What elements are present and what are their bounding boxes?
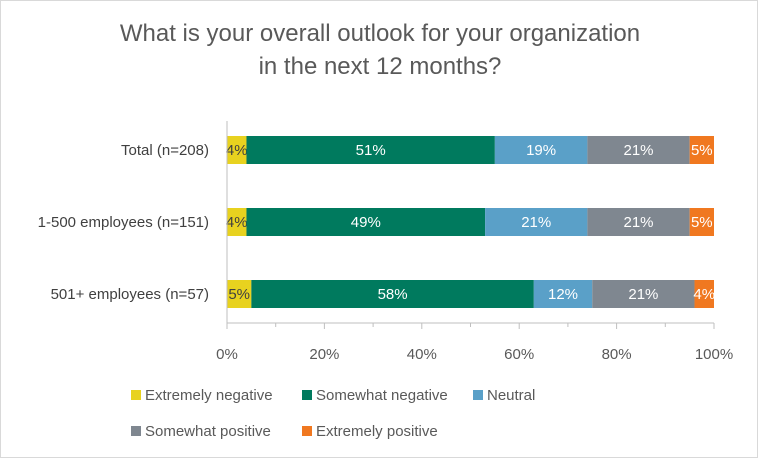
x-tick-label-5: 80%	[602, 346, 632, 363]
legend-swatch-extremely-positive	[302, 426, 312, 436]
legend-swatch-neutral	[473, 390, 483, 400]
bar-segment-neutral-1	[494, 136, 588, 164]
data-label-extremely-positive-1: 5%	[691, 142, 713, 159]
category-label-1: Total (n=208)	[121, 142, 209, 159]
bar-segment-extremely-positive-3	[694, 280, 714, 308]
x-tick-label-3: 40%	[407, 346, 437, 363]
bar-segment-somewhat-positive-1	[587, 136, 690, 164]
data-label-somewhat-positive-1: 21%	[623, 142, 653, 159]
data-label-somewhat-negative-1: 51%	[356, 142, 386, 159]
bar-segment-somewhat-negative-3	[251, 280, 534, 308]
chart-title: What is your overall outlook for your or…	[119, 20, 641, 80]
bar-segment-somewhat-negative-1	[246, 136, 495, 164]
x-tick-label-6: 100%	[695, 346, 733, 363]
legend-swatch-somewhat-positive	[131, 426, 141, 436]
data-label-somewhat-positive-3: 21%	[628, 286, 658, 303]
data-label-extremely-negative-2: 4%	[226, 214, 248, 231]
legend-swatch-extremely-negative	[131, 390, 141, 400]
data-label-extremely-positive-2: 5%	[691, 214, 713, 231]
legend-swatch-somewhat-negative	[302, 390, 312, 400]
legend-label-neutral: Neutral	[487, 387, 535, 404]
data-label-extremely-negative-3: 5%	[228, 286, 250, 303]
bar-segment-extremely-positive-1	[689, 136, 714, 164]
bar-segment-somewhat-positive-2	[587, 208, 690, 236]
bar-segment-extremely-positive-2	[689, 208, 714, 236]
data-label-somewhat-positive-2: 21%	[623, 214, 653, 231]
bar-segment-extremely-negative-1	[227, 136, 247, 164]
category-label-2: 1-500 employees (n=151)	[38, 214, 209, 231]
bar-segment-somewhat-positive-3	[592, 280, 695, 308]
x-tick-label-2: 20%	[309, 346, 339, 363]
legend-label-extremely-positive: Extremely positive	[316, 423, 438, 440]
data-label-neutral-2: 21%	[521, 214, 551, 231]
bar-segment-somewhat-negative-2	[246, 208, 486, 236]
data-label-somewhat-negative-3: 58%	[378, 286, 408, 303]
bar-segment-neutral-3	[533, 280, 593, 308]
x-tick-label-4: 60%	[504, 346, 534, 363]
bar-segment-extremely-negative-3	[227, 280, 252, 308]
bar-segment-extremely-negative-2	[227, 208, 247, 236]
x-tick-label-1: 0%	[216, 346, 238, 363]
legend-label-extremely-negative: Extremely negative	[145, 387, 273, 404]
data-label-extremely-negative-1: 4%	[226, 142, 248, 159]
bar-segment-neutral-2	[485, 208, 588, 236]
legend-label-somewhat-negative: Somewhat negative	[316, 387, 448, 404]
legend-label-somewhat-positive: Somewhat positive	[145, 423, 271, 440]
category-label-3: 501+ employees (n=57)	[51, 286, 209, 303]
data-label-neutral-1: 19%	[526, 142, 556, 159]
data-label-neutral-3: 12%	[548, 286, 578, 303]
data-label-somewhat-negative-2: 49%	[351, 214, 381, 231]
data-label-extremely-positive-3: 4%	[693, 286, 715, 303]
